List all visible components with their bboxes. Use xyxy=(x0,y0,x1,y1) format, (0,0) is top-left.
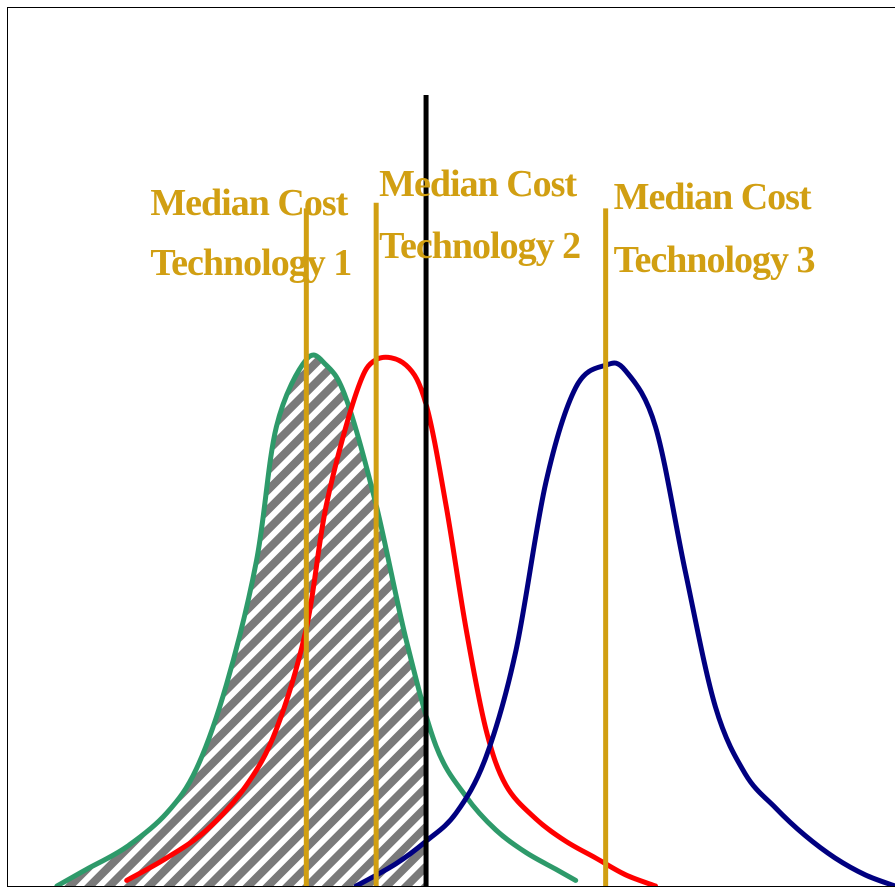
median-label-2-line1: Median Cost xyxy=(379,163,577,205)
median-label-1-line1: Median Cost xyxy=(150,182,348,224)
series-line-3 xyxy=(353,360,895,886)
median-label-3-line1: Median Cost xyxy=(614,176,812,218)
median-label-3-line2: Technology 3 xyxy=(614,239,815,281)
median-label-2-line2: Technology 2 xyxy=(379,225,580,267)
series-line-2 xyxy=(124,354,658,886)
series-line-1 xyxy=(54,352,579,886)
plot-frame xyxy=(7,7,895,887)
median-label-1-line2: Technology 1 xyxy=(150,242,351,284)
shaded-region xyxy=(56,355,427,886)
